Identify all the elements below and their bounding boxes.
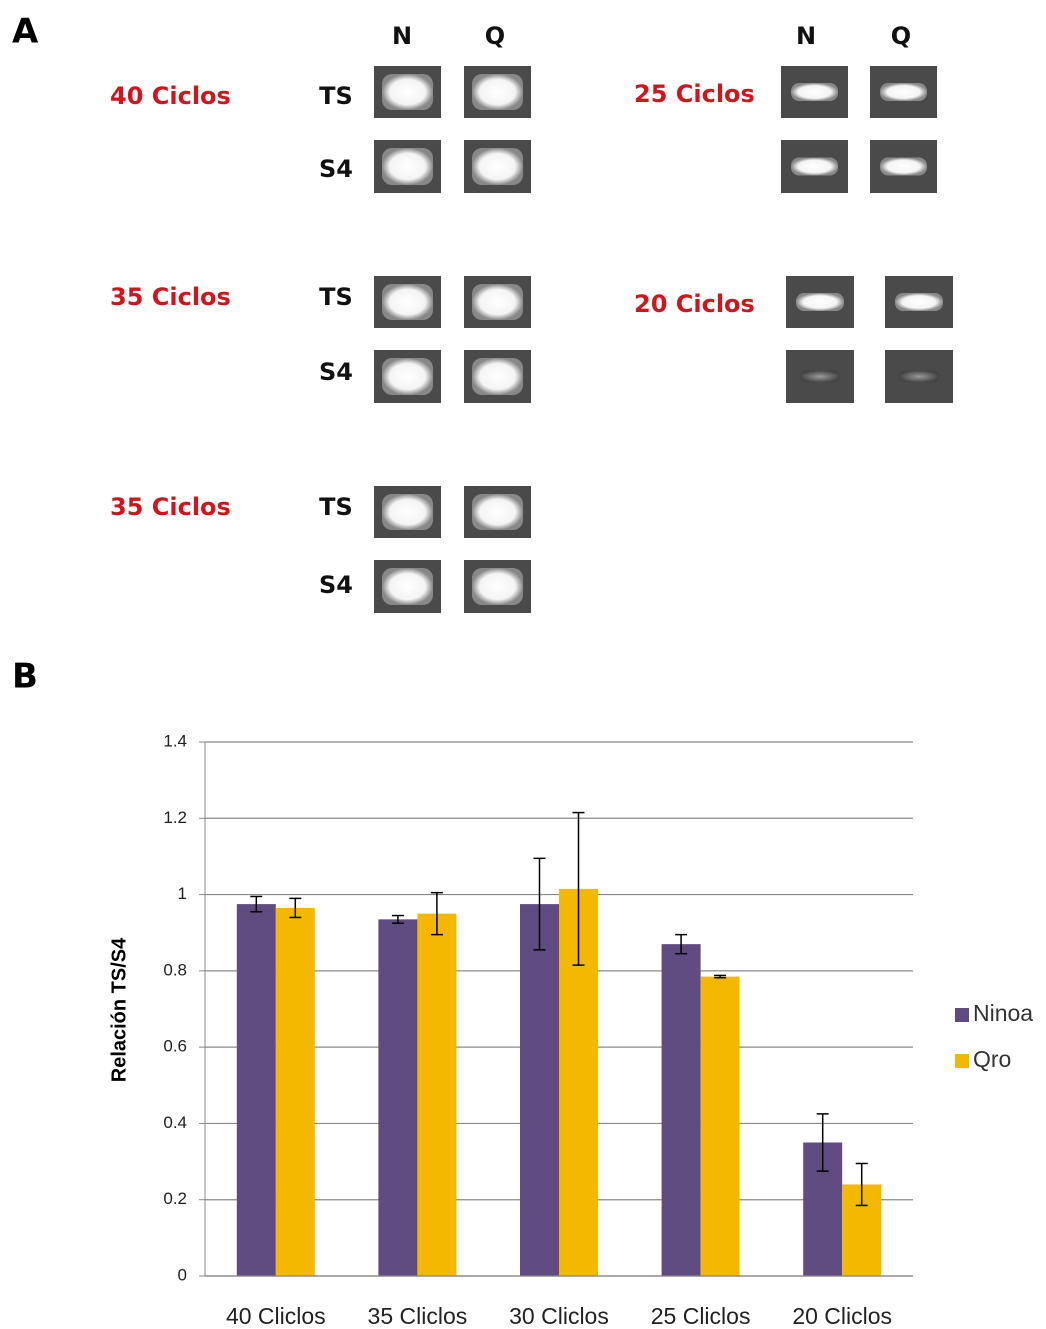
column-header: N xyxy=(796,22,816,50)
gel-band xyxy=(382,358,433,395)
page: A B N Q N Q 40 Ciclos 35 Ciclos 35 Ciclo… xyxy=(0,0,1046,1329)
column-header: Q xyxy=(891,22,911,50)
gel-band xyxy=(472,494,523,530)
gel-band xyxy=(472,568,523,605)
y-tick-label: 0.2 xyxy=(163,1189,187,1208)
cycles-label: 35 Ciclos xyxy=(110,493,231,521)
gel-band xyxy=(382,568,433,605)
panel-label: A xyxy=(12,12,39,52)
gel-band xyxy=(796,293,844,311)
x-tick-label: 25 Cliclos xyxy=(651,1303,751,1329)
figure: A B N Q N Q 40 Ciclos 35 Ciclos 35 Ciclo… xyxy=(0,0,1046,1329)
y-tick-label: 1 xyxy=(178,884,187,903)
legend-label: Qro xyxy=(973,1046,1011,1072)
bar xyxy=(237,904,276,1276)
bar-chart: 0 0.2 0.4 0.6 0.8 1 1.2 1.4 40 Cliclos 35 Cliclos… xyxy=(163,731,1033,1329)
gel-band xyxy=(382,74,433,110)
y-axis-label: Relación TS/S4 xyxy=(108,937,130,1082)
y-tick-label: 0.6 xyxy=(163,1037,187,1056)
gel-band xyxy=(791,83,838,101)
gel-band xyxy=(791,158,838,176)
panel-label: B xyxy=(12,657,38,697)
legend-swatch xyxy=(955,1008,969,1022)
legend-label: Ninoa xyxy=(973,1000,1033,1026)
x-tick-label: 40 Cliclos xyxy=(226,1303,326,1329)
cycles-label: 20 Ciclos xyxy=(634,290,755,318)
column-header: Q xyxy=(485,22,505,50)
bar xyxy=(662,944,701,1276)
gel-band xyxy=(895,293,943,311)
gel-band xyxy=(472,284,523,320)
cycles-label: 25 Ciclos xyxy=(634,80,755,108)
cycles-label: 40 Ciclos xyxy=(110,82,231,110)
gel-band xyxy=(472,74,523,110)
gel-band xyxy=(880,158,927,176)
row-label: TS xyxy=(319,82,353,110)
bar xyxy=(276,908,315,1276)
row-label: TS xyxy=(319,283,353,311)
gel-band xyxy=(382,148,433,185)
gel-band xyxy=(382,494,433,530)
y-tick-label: 1.4 xyxy=(163,731,187,750)
x-tick-label: 35 Cliclos xyxy=(368,1303,468,1329)
row-label: TS xyxy=(319,493,353,521)
column-header: N xyxy=(392,22,412,50)
bar xyxy=(417,914,456,1276)
y-tick-label: 0 xyxy=(178,1265,187,1284)
row-label: S4 xyxy=(319,155,353,183)
y-tick-label: 0.8 xyxy=(163,960,187,979)
gel-band xyxy=(800,371,840,383)
gel-band xyxy=(382,284,433,320)
bar xyxy=(701,977,740,1276)
y-tick-label: 1.2 xyxy=(163,808,187,827)
legend-swatch xyxy=(955,1054,969,1068)
cycles-label: 35 Ciclos xyxy=(110,283,231,311)
x-tick-label: 20 Cliclos xyxy=(792,1303,892,1329)
gel-band xyxy=(472,148,523,185)
gel-images xyxy=(374,66,953,613)
y-tick-label: 0.4 xyxy=(163,1113,187,1132)
bar xyxy=(520,904,559,1276)
row-label: S4 xyxy=(319,358,353,386)
gel-band xyxy=(472,358,523,395)
bar xyxy=(378,919,417,1276)
gel-band xyxy=(880,83,927,101)
row-label: S4 xyxy=(319,571,353,599)
gel-band xyxy=(899,371,939,383)
x-tick-label: 30 Cliclos xyxy=(509,1303,609,1329)
